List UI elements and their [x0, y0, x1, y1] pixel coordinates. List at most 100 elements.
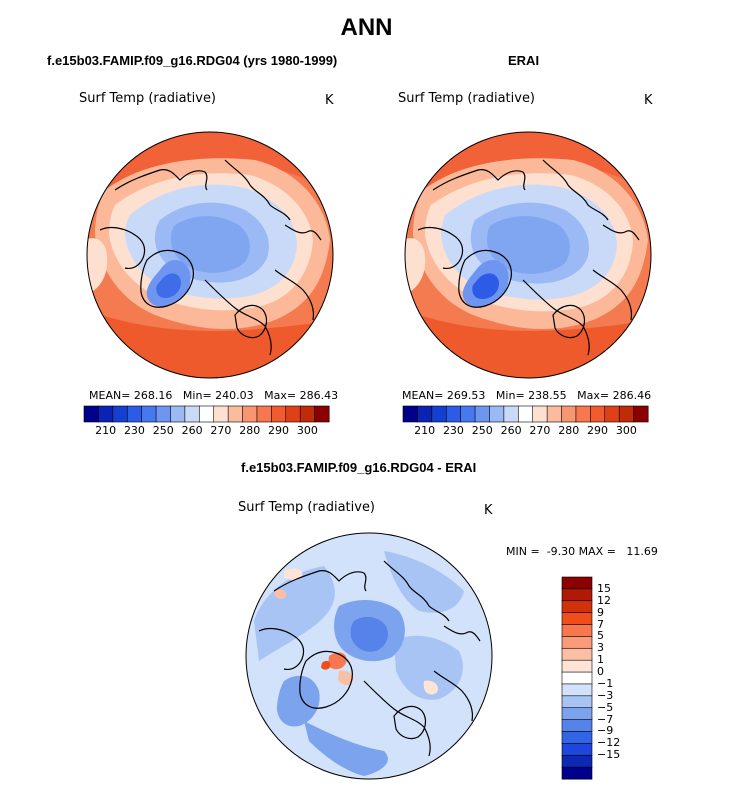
model-colorbar-cell [314, 405, 330, 423]
model-mean-value: 268.16 [133, 389, 173, 402]
obs-stats: MEAN= 269.53 Min= 238.55 Max= 286.46 [402, 389, 651, 402]
obs-colorbar-cell [503, 405, 519, 423]
model-colorbar-cell [83, 405, 99, 423]
diff-colorbar-label: 7 [597, 617, 604, 631]
obs-colorbar-cell [474, 405, 490, 423]
obs-colorbar-label: 250 [471, 424, 493, 437]
model-colorbar [83, 405, 330, 423]
diff-colorbar-label: 3 [597, 641, 604, 655]
model-colorbar-cell [98, 405, 114, 423]
diff-max-label: MAX = [578, 545, 616, 558]
diff-colorbar-cell [561, 754, 593, 768]
diff-colorbar-cell [561, 671, 593, 685]
model-colorbar-cell [213, 405, 229, 423]
diff-max-value: 11.69 [626, 545, 658, 558]
model-colorbar-cell [112, 405, 128, 423]
model-colorbar-cell [271, 405, 287, 423]
model-colorbar-cell [299, 405, 316, 423]
model-colorbar-cell [170, 405, 186, 423]
model-colorbar-cell [256, 405, 272, 423]
diff-colorbar-label: 0 [597, 665, 604, 679]
model-mean-label: MEAN= [89, 389, 131, 402]
diff-colorbar-cell [561, 612, 593, 626]
obs-colorbar [402, 405, 649, 423]
obs-colorbar-cell [546, 405, 563, 423]
diff-colorbar-cell [561, 659, 593, 673]
diff-colorbar-label: −3 [597, 688, 614, 702]
diff-colorbar-cell [561, 731, 593, 744]
model-colorbar-cell [141, 405, 157, 423]
diff-colorbar-cell [561, 588, 593, 602]
obs-colorbar-label: 260 [500, 424, 522, 437]
obs-max-value: 286.46 [612, 389, 652, 402]
diff-colorbar-label: −12 [597, 736, 621, 750]
model-colorbar-cell [227, 405, 244, 423]
obs-colorbar-label: 280 [558, 424, 580, 437]
model-colorbar-cell [198, 405, 215, 423]
model-units-label: K [325, 93, 334, 108]
diff-colorbar-label: 12 [597, 593, 611, 607]
obs-colorbar-cell [460, 405, 476, 423]
model-colorbar-label: 230 [123, 424, 145, 437]
obs-colorbar-cell [590, 405, 606, 423]
obs-colorbar-label: 230 [442, 424, 464, 437]
diff-colorbar-cell [561, 636, 593, 649]
obs-min-label: Min= [495, 389, 525, 402]
obs-polar-map [404, 131, 652, 379]
model-colorbar-label: 280 [239, 424, 261, 437]
obs-colorbar-cell [532, 405, 548, 423]
obs-colorbar-cell [618, 405, 635, 423]
obs-colorbar-cell [489, 405, 505, 423]
model-variable-label: Surf Temp (radiative) [79, 91, 217, 106]
obs-colorbar-label: 210 [414, 424, 436, 437]
model-min-label: Min= [182, 389, 212, 402]
diff-colorbar-cell [561, 695, 593, 709]
diff-units-label: K [484, 503, 493, 518]
obs-colorbar-cell [402, 405, 418, 423]
model-colorbar-label: 250 [152, 424, 174, 437]
diff-colorbar-label: −15 [597, 748, 621, 762]
diff-colorbar-cell [561, 766, 593, 780]
obs-variable-label: Surf Temp (radiative) [398, 91, 536, 106]
model-colorbar-label: 260 [181, 424, 203, 437]
obs-mean-label: MEAN= [402, 389, 444, 402]
model-colorbar-labels: 210 230 250 260 270 280 290 300 [84, 424, 329, 438]
obs-colorbar-label: 270 [529, 424, 551, 437]
diff-colorbar-cell [561, 647, 593, 661]
obs-colorbar-labels: 210 230 250 260 270 280 290 300 [403, 424, 648, 438]
diff-variable-label: Surf Temp (radiative) [238, 500, 376, 515]
obs-max-label: Max= [577, 389, 610, 402]
diff-polar-map [245, 532, 493, 780]
model-panel-title: f.e15b03.FAMIP.f09_g16.RDG04 (yrs 1980-1… [47, 53, 338, 68]
model-polar-map [86, 131, 334, 379]
model-colorbar-cell [285, 405, 301, 423]
diff-colorbar-cell [561, 600, 593, 614]
diff-colorbar-cell [561, 743, 593, 756]
model-colorbar-label: 210 [95, 424, 117, 437]
model-min-value: 240.03 [215, 389, 254, 402]
model-colorbar-label: 290 [268, 424, 290, 437]
diff-colorbar-labels: 15 12 9 7 5 3 1 0 −1 −3 −5 −7 −9 −12 −15 [597, 577, 657, 779]
obs-colorbar-label: 300 [615, 424, 637, 437]
model-max-label: Max= [264, 389, 297, 402]
obs-colorbar-cell [431, 405, 447, 423]
model-colorbar-cell [126, 405, 143, 423]
diff-colorbar-label: 1 [597, 653, 604, 667]
diff-colorbar-cell [561, 719, 593, 732]
model-colorbar-cell [184, 405, 200, 423]
model-colorbar-label: 300 [296, 424, 318, 437]
diff-colorbar-label: −5 [597, 700, 614, 714]
diff-min-label: MIN = [506, 545, 540, 558]
diff-colorbar-cell [561, 683, 593, 697]
obs-colorbar-label: 290 [587, 424, 609, 437]
model-max-value: 286.43 [299, 389, 339, 402]
obs-colorbar-cell [604, 405, 620, 423]
diff-colorbar-label: −1 [597, 676, 614, 690]
diff-panel-title: f.e15b03.FAMIP.f09_g16.RDG04 - ERAI [241, 460, 477, 475]
diff-colorbar-cell [561, 707, 593, 721]
obs-colorbar-cell [575, 405, 591, 423]
obs-mean-value: 269.53 [446, 389, 486, 402]
diff-colorbar-cell [561, 576, 593, 590]
diff-minmax: MIN = -9.30 MAX = 11.69 [506, 545, 658, 558]
obs-colorbar-cell [561, 405, 577, 423]
